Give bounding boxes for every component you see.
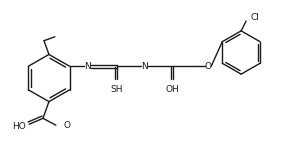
- Text: N: N: [141, 62, 148, 71]
- Text: O: O: [205, 62, 212, 71]
- Text: Cl: Cl: [250, 13, 259, 22]
- Text: HO: HO: [12, 122, 26, 131]
- Text: N: N: [84, 62, 91, 71]
- Text: SH: SH: [111, 85, 123, 94]
- Text: OH: OH: [166, 85, 179, 94]
- Text: O: O: [64, 121, 71, 130]
